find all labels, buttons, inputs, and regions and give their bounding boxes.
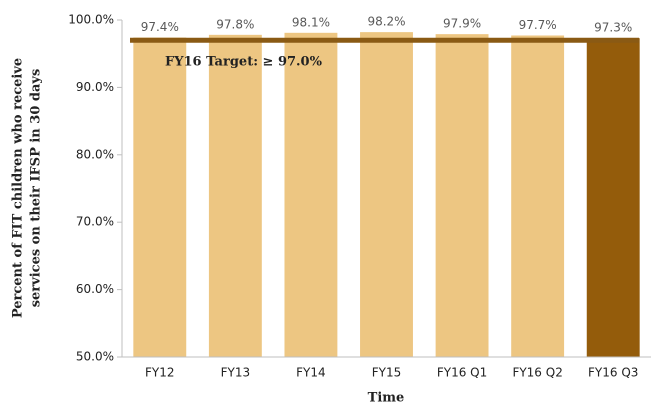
y-tick-label: 90.0% [76, 80, 114, 94]
x-tick-label: FY16 Q2 [512, 366, 562, 380]
bar [284, 32, 338, 357]
bar [360, 32, 413, 358]
bar [133, 37, 187, 358]
value-label: 97.9% [443, 17, 481, 31]
y-tick-label: 80.0% [76, 147, 114, 161]
x-tick-label: FY15 [372, 366, 402, 380]
bar [435, 34, 489, 358]
x-tick-label: FY16 Q1 [437, 366, 487, 380]
value-label: 97.4% [141, 20, 179, 34]
value-label: 98.2% [367, 15, 405, 29]
x-tick-label: FY13 [221, 366, 251, 380]
value-label: 98.1% [292, 15, 330, 29]
bar [586, 38, 640, 358]
x-tick-label: FY14 [296, 366, 326, 380]
y-axis-title: services on their IFSP in 30 days [29, 69, 44, 308]
x-axis-title: Time [368, 391, 405, 406]
bar [208, 34, 262, 357]
x-tick-label: FY12 [145, 366, 175, 380]
x-tick-label: FY16 Q3 [588, 366, 638, 380]
y-axis-title: Percent of FIT children who receive [11, 58, 26, 318]
value-label: 97.3% [594, 21, 632, 35]
y-tick-label: 70.0% [76, 215, 114, 229]
bar [511, 35, 565, 357]
y-tick-label: 50.0% [76, 350, 114, 364]
y-tick-label: 100.0% [68, 13, 114, 27]
y-tick-label: 60.0% [76, 282, 114, 296]
value-label: 97.7% [519, 18, 557, 32]
target-label: FY16 Target: ≥ 97.0% [165, 55, 323, 70]
value-label: 97.8% [216, 17, 254, 31]
